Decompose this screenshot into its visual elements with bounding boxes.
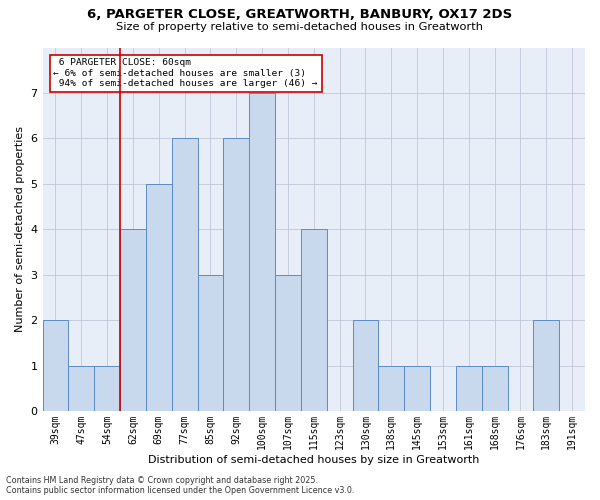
Bar (197, 275, 223, 411)
Bar (275, 275, 301, 411)
Bar (146, 184, 172, 412)
Bar (43, 320, 68, 412)
Bar (482, 366, 508, 412)
X-axis label: Distribution of semi-detached houses by size in Greatworth: Distribution of semi-detached houses by … (148, 455, 479, 465)
Bar (404, 366, 430, 412)
Bar (533, 320, 559, 412)
Bar (353, 320, 379, 412)
Bar (223, 138, 249, 411)
Bar (94, 366, 120, 412)
Bar (68, 366, 94, 412)
Text: 6, PARGETER CLOSE, GREATWORTH, BANBURY, OX17 2DS: 6, PARGETER CLOSE, GREATWORTH, BANBURY, … (88, 8, 512, 20)
Bar (172, 138, 197, 411)
Text: Contains HM Land Registry data © Crown copyright and database right 2025.
Contai: Contains HM Land Registry data © Crown c… (6, 476, 355, 495)
Bar (456, 366, 482, 412)
Bar (249, 93, 275, 412)
Bar (301, 230, 326, 412)
Text: 6 PARGETER CLOSE: 60sqm
← 6% of semi-detached houses are smaller (3)
 94% of sem: 6 PARGETER CLOSE: 60sqm ← 6% of semi-det… (53, 58, 318, 88)
Y-axis label: Number of semi-detached properties: Number of semi-detached properties (15, 126, 25, 332)
Bar (379, 366, 404, 412)
Text: Size of property relative to semi-detached houses in Greatworth: Size of property relative to semi-detach… (116, 22, 484, 32)
Bar (120, 230, 146, 412)
